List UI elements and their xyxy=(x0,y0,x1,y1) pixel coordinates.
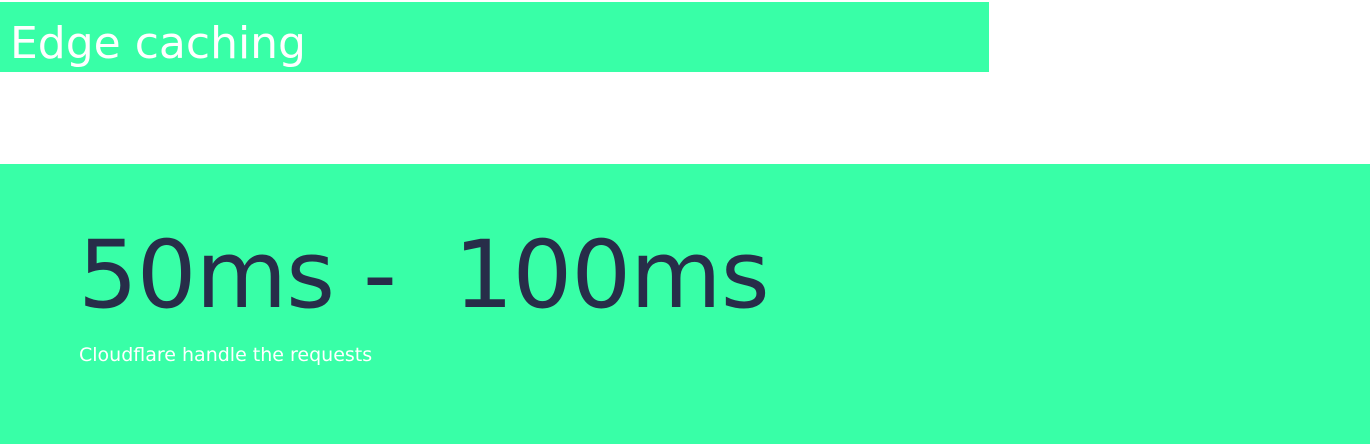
stat-panel: 50ms - 100ms Cloudflare handle the reque… xyxy=(0,164,1370,444)
latency-caption: Cloudflare handle the requests xyxy=(79,344,373,366)
latency-value: 50ms - 100ms xyxy=(78,221,770,330)
header-bar: Edge caching xyxy=(0,2,989,72)
page-title: Edge caching xyxy=(10,18,306,69)
